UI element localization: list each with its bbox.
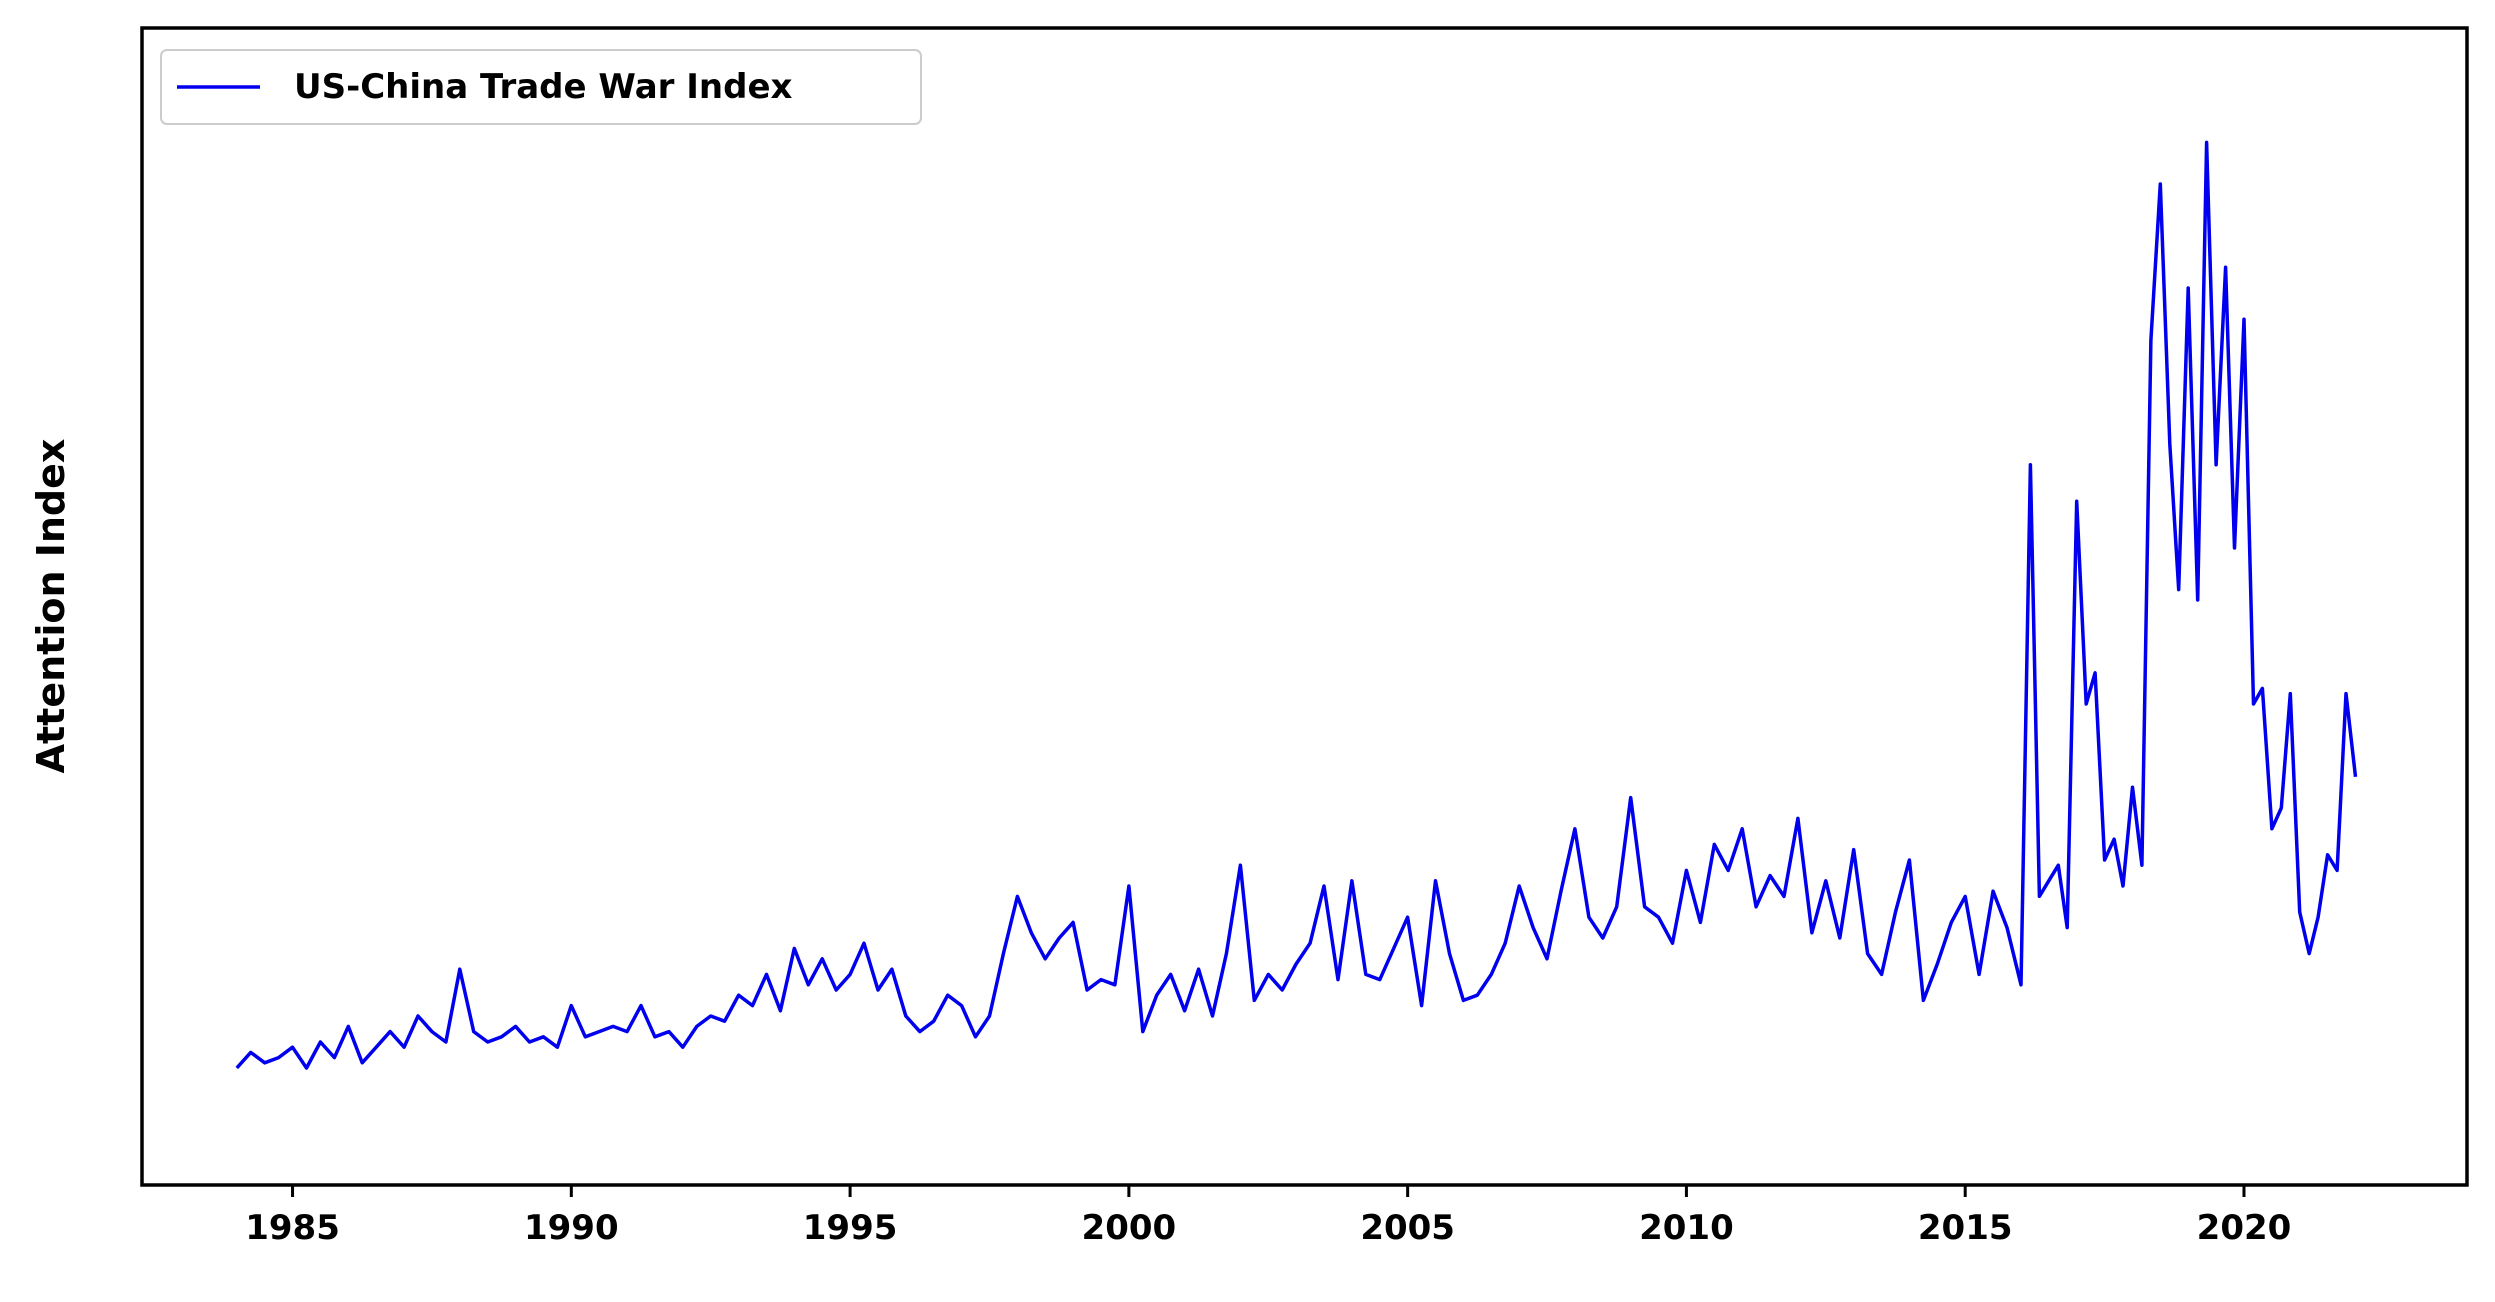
x-tick-label-2005: 2005 [1360,1208,1455,1248]
x-tick-label-1985: 1985 [245,1208,340,1248]
x-tick-label-1995: 1995 [803,1208,898,1248]
legend-box [160,49,922,125]
x-tick-label-2020: 2020 [2197,1208,2292,1248]
legend: US-China Trade War Index [160,49,922,125]
legend-label: US-China Trade War Index [294,67,792,107]
x-tick-label-2000: 2000 [1082,1208,1177,1248]
x-tick-label-2010: 2010 [1639,1208,1734,1248]
x-axis: 1985 1990 1995 2000 2005 2010 2015 2020 [245,1185,2291,1248]
plot-frame [140,26,2469,1187]
x-tick-label-2015: 2015 [1918,1208,2013,1248]
x-tick-label-1990: 1990 [524,1208,619,1248]
y-axis-label: Attention Index [29,439,73,774]
series-layer [235,140,2358,1070]
series-line-0 [235,140,2358,1070]
